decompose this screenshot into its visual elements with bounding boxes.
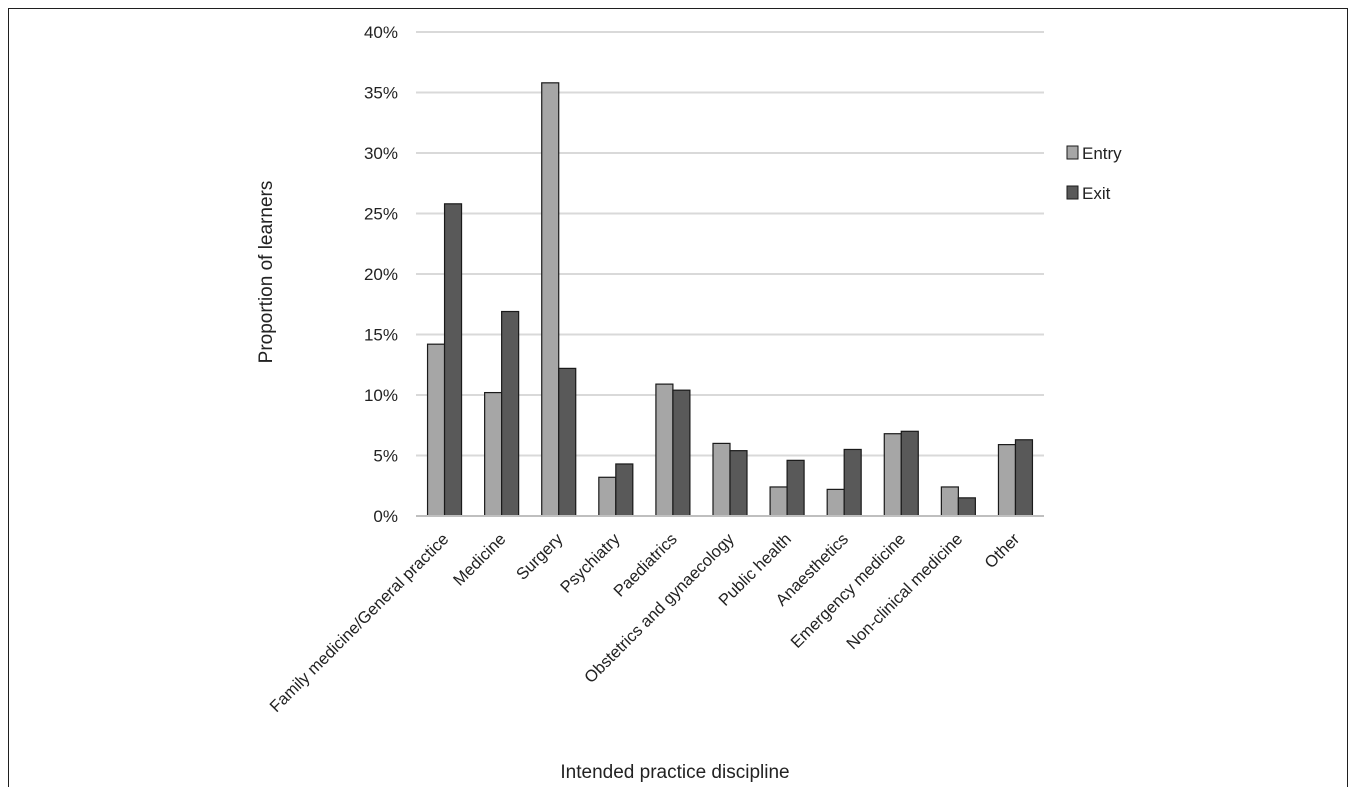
y-tick-label: 25% xyxy=(364,205,398,224)
bar-entry xyxy=(940,486,959,517)
x-tick-label: Surgery xyxy=(513,530,567,584)
bar-exit xyxy=(843,448,862,517)
y-tick-label: 5% xyxy=(373,447,398,466)
y-tick-label: 35% xyxy=(364,84,398,103)
y-tick-label: 15% xyxy=(364,326,398,345)
y-tick-label: 20% xyxy=(364,265,398,284)
bar-entry xyxy=(826,488,845,517)
y-tick-label: 0% xyxy=(373,507,398,526)
legend-label-exit: Exit xyxy=(1082,184,1111,203)
legend: Entry Exit xyxy=(1066,144,1122,203)
bar-entry xyxy=(712,442,731,517)
bar-exit xyxy=(615,463,634,517)
bar-entry xyxy=(883,433,902,517)
legend-label-entry: Entry xyxy=(1082,144,1122,163)
bar-exit xyxy=(443,203,463,517)
bar-exit xyxy=(1014,439,1034,517)
y-axis-tick-labels: 0% 5% 10% 15% 20% 25% 30% 35% 40% xyxy=(364,23,398,526)
legend-swatch-exit xyxy=(1066,185,1079,200)
legend-swatch-entry xyxy=(1066,145,1079,160)
x-tick-label: Family medicine/General practice xyxy=(267,530,453,716)
y-tick-label: 40% xyxy=(364,23,398,42)
bar-exit xyxy=(786,459,805,517)
bar-exit xyxy=(957,497,976,517)
y-axis-title: Proportion of learners xyxy=(256,181,277,364)
bar-exit xyxy=(558,367,577,517)
bar-entry xyxy=(598,476,617,517)
bar-exit xyxy=(729,450,748,517)
bar-entry xyxy=(484,391,503,517)
bar-exit xyxy=(501,310,520,517)
x-axis-title: Intended practice discipline xyxy=(560,762,789,783)
bar-entry xyxy=(769,486,788,517)
figure-frame xyxy=(8,8,1348,787)
x-axis-category-labels: Family medicine/General practiceMedicine… xyxy=(267,530,1024,716)
y-tick-label: 30% xyxy=(364,144,398,163)
bars xyxy=(426,82,1034,517)
x-tick-label: Non-clinical medicine xyxy=(843,530,966,653)
x-tick-label: Other xyxy=(981,530,1023,572)
x-tick-label: Medicine xyxy=(450,530,509,589)
bar-entry xyxy=(655,383,674,517)
y-tick-label: 10% xyxy=(364,386,398,405)
bar-entry xyxy=(541,82,560,517)
gridlines xyxy=(416,31,1044,457)
bar-entry xyxy=(426,343,446,517)
x-tick-label: Emergency medicine xyxy=(787,530,909,652)
bar-exit xyxy=(672,389,691,517)
bar-exit xyxy=(900,430,919,517)
bar-entry xyxy=(997,444,1017,517)
